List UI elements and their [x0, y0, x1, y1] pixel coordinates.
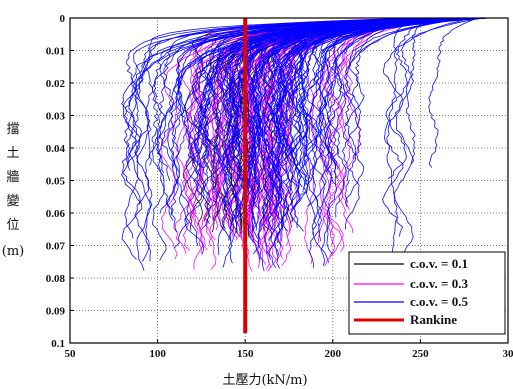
simulation-curve	[289, 17, 475, 223]
simulation-curve	[196, 17, 438, 225]
simulation-curve	[289, 17, 418, 229]
simulation-curve	[283, 17, 472, 155]
simulation-curve	[269, 17, 427, 174]
simulation-curve	[225, 17, 458, 153]
simulation-curve	[210, 17, 425, 204]
simulation-curve	[255, 17, 490, 211]
simulation-curve	[324, 17, 485, 170]
x-tick-label: 150	[237, 348, 254, 360]
x-axis-title: 土壓力(kN/m)	[222, 373, 307, 388]
simulation-curve	[157, 17, 431, 233]
simulation-curve	[251, 17, 417, 233]
x-axis-ticks: 50 100 150 200 250 30	[65, 339, 513, 360]
series-cov-0.5	[121, 17, 491, 272]
simulation-curve	[154, 17, 465, 181]
y-axis-title-char: 位	[6, 218, 19, 233]
simulation-curve	[214, 17, 456, 165]
y-axis-title-char: 擋	[6, 122, 19, 137]
y-tick-label: 0.08	[46, 273, 66, 285]
y-tick-label: 0	[60, 13, 66, 25]
legend: c.o.v. = 0.1 c.o.v. = 0.3 c.o.v. = 0.5 R…	[348, 251, 506, 335]
simulation-curve	[341, 17, 475, 230]
y-tick-label: 0.03	[46, 111, 66, 123]
simulation-curve	[170, 17, 466, 169]
x-tick-label: 200	[325, 348, 342, 360]
simulation-curve	[320, 17, 477, 266]
simulation-curve	[274, 17, 430, 209]
simulation-curve	[281, 17, 484, 208]
simulation-curve	[271, 17, 436, 188]
y-axis-ticks: 0 0.01 0.02 0.03 0.04 0.05 0.06 0.07 0.08 0.09 0.1	[46, 13, 74, 350]
simulation-curve	[279, 17, 457, 241]
y-axis-title-char: 變	[6, 193, 19, 209]
simulation-curve	[386, 17, 435, 252]
y-tick-label: 0.01	[46, 46, 65, 58]
x-tick-label: 50	[65, 348, 77, 360]
y-axis-title-char: 土	[6, 146, 19, 161]
x-tick-label: 30	[503, 348, 513, 360]
simulation-curve	[298, 17, 474, 150]
y-tick-label: 0.09	[46, 306, 66, 318]
x-tick-label: 100	[149, 348, 166, 360]
simulation-curve	[234, 17, 463, 225]
simulation-curve	[382, 17, 463, 237]
simulation-curve	[121, 17, 416, 260]
simulation-curve	[190, 17, 449, 196]
simulation-curve	[428, 17, 479, 168]
simulation-curve	[193, 17, 462, 230]
y-tick-label: 0.06	[46, 208, 66, 220]
legend-label-cov-0.3: c.o.v. = 0.3	[410, 276, 468, 291]
simulation-curve	[121, 17, 446, 205]
simulation-curve	[311, 17, 420, 263]
legend-label-rankine: Rankine	[410, 312, 457, 327]
y-tick-label: 0.07	[46, 241, 66, 253]
simulation-curve	[244, 17, 473, 241]
simulation-curve	[202, 17, 459, 175]
legend-label-cov-0.1: c.o.v. = 0.1	[410, 256, 468, 271]
simulation-curve	[342, 17, 472, 203]
y-tick-label: 0.02	[46, 78, 66, 90]
simulation-curve	[148, 17, 457, 166]
simulation-curve	[310, 17, 459, 248]
simulation-curve	[273, 17, 468, 232]
simulation-curve	[344, 17, 421, 208]
simulation-curve	[405, 17, 434, 164]
y-tick-label: 0.05	[46, 176, 66, 188]
simulation-curve	[257, 17, 481, 261]
simulation-curve	[237, 17, 466, 180]
simulation-curve	[326, 17, 427, 252]
simulation-curve	[216, 17, 438, 268]
x-tick-label: 250	[412, 348, 429, 360]
simulation-curve	[134, 17, 455, 262]
y-tick-label: 0.04	[46, 143, 66, 155]
y-axis-title-unit: (m)	[2, 244, 24, 259]
simulation-curve	[156, 17, 419, 174]
simulation-curve	[274, 17, 423, 197]
simulation-curve	[307, 17, 445, 269]
y-axis-title-char: 牆	[6, 170, 19, 185]
y-tick-label: 0.1	[51, 338, 65, 350]
simulation-curve	[393, 17, 483, 252]
legend-label-cov-0.5: c.o.v. = 0.5	[410, 294, 468, 309]
simulation-curve	[250, 17, 417, 240]
simulation-curve	[179, 17, 488, 247]
simulation-curve	[244, 17, 451, 232]
simulation-curve	[327, 17, 422, 186]
simulation-curve	[385, 17, 473, 179]
